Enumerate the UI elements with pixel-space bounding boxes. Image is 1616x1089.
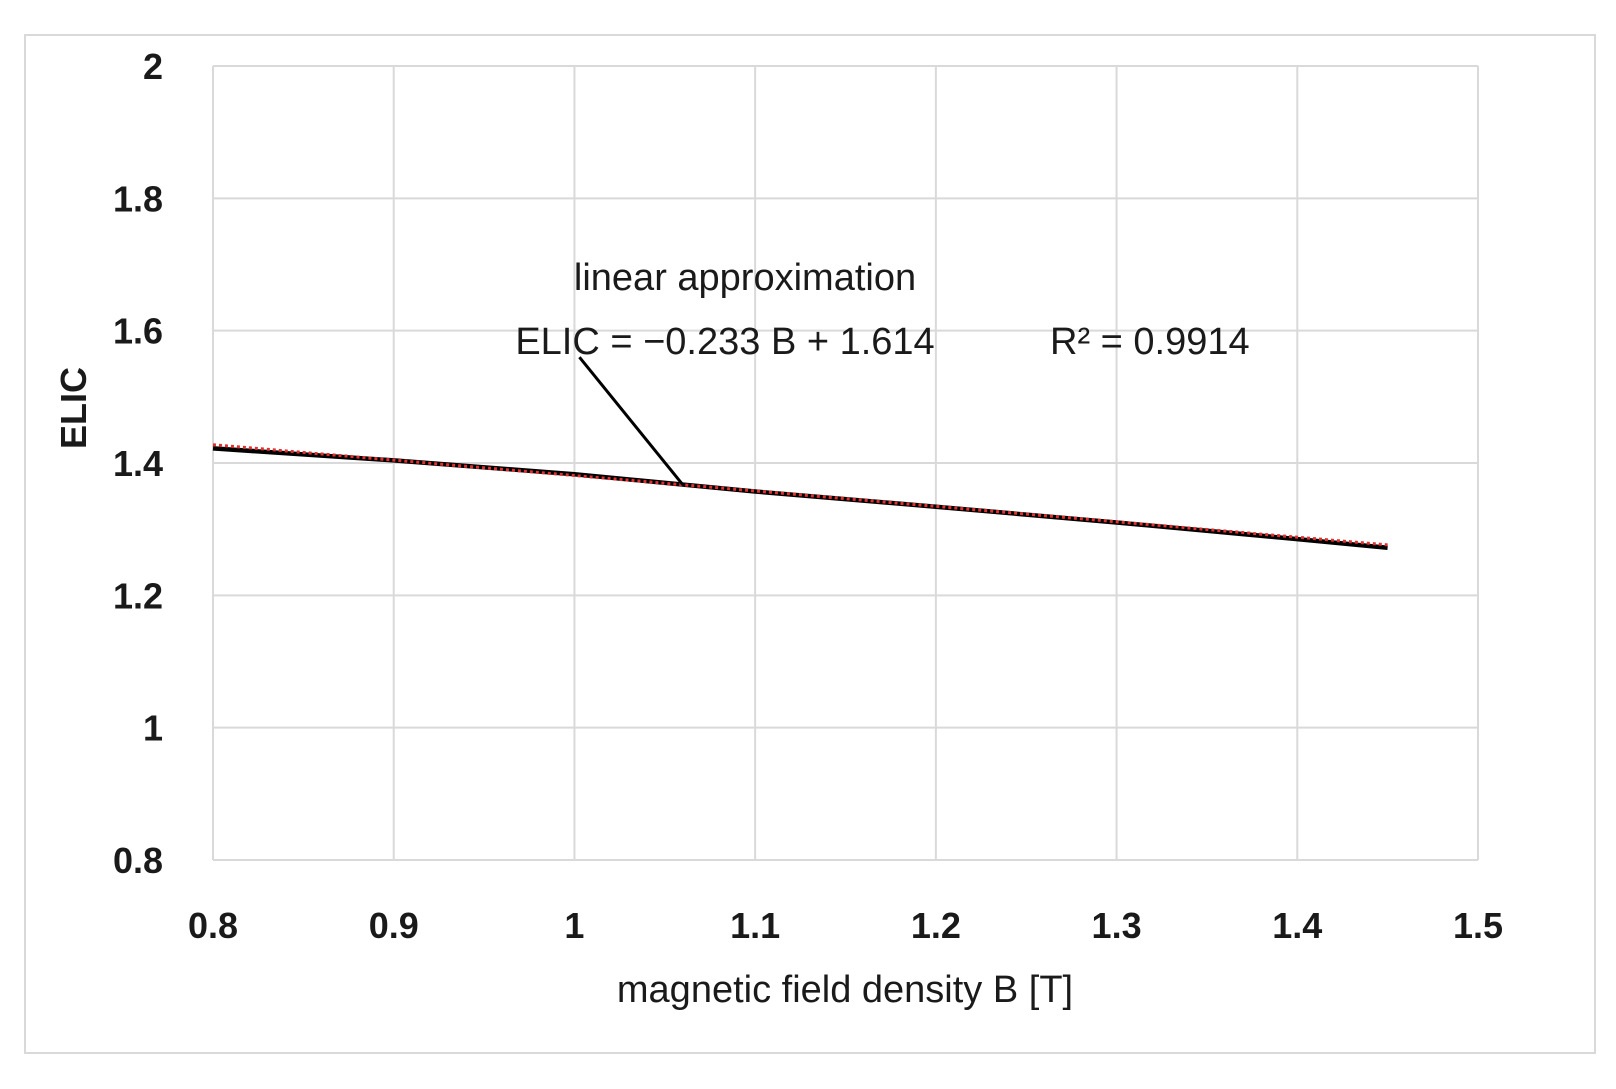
annotation-equation: ELIC = −0.233 B + 1.614 bbox=[515, 321, 934, 363]
y-tick-labels: 0.8 1 1.2 1.4 1.6 1.8 2 bbox=[113, 46, 163, 881]
y-axis-label: ELIC bbox=[53, 367, 94, 449]
x-tick-label: 0.9 bbox=[369, 905, 419, 946]
x-tick-label: 0.8 bbox=[188, 905, 238, 946]
x-axis-label: magnetic field density B [T] bbox=[617, 969, 1073, 1011]
y-tick-label: 1.8 bbox=[113, 178, 163, 219]
y-tick-label: 1 bbox=[143, 708, 163, 749]
series-group bbox=[212, 443, 1388, 550]
x-tick-label: 1.2 bbox=[911, 905, 961, 946]
x-tick-label: 1 bbox=[564, 905, 584, 946]
x-tick-label: 1.3 bbox=[1092, 905, 1142, 946]
annotation-r-squared: R² = 0.9914 bbox=[1050, 321, 1250, 363]
series-line-linear-approximation bbox=[212, 443, 1388, 547]
x-tick-label: 1.5 bbox=[1453, 905, 1503, 946]
y-tick-label: 1.4 bbox=[113, 443, 163, 484]
y-tick-label: 2 bbox=[143, 46, 163, 87]
x-tick-label: 1.4 bbox=[1272, 905, 1322, 946]
annotation-pointer bbox=[578, 356, 685, 486]
y-tick-label: 1.2 bbox=[113, 575, 163, 616]
x-tick-labels: 0.8 0.9 1 1.1 1.2 1.3 1.4 1.5 bbox=[188, 905, 1503, 946]
y-tick-label: 1.6 bbox=[113, 311, 163, 352]
y-tick-label: 0.8 bbox=[113, 840, 163, 881]
x-tick-label: 1.1 bbox=[730, 905, 780, 946]
annotation-title: linear approximation bbox=[574, 257, 916, 299]
grid-lines bbox=[212, 65, 1479, 861]
